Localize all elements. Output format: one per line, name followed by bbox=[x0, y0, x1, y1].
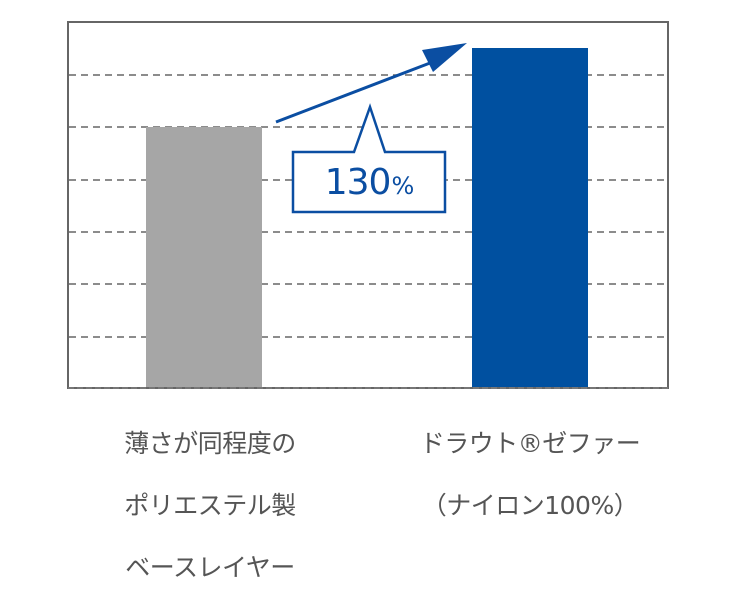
bar-draut-zephyr bbox=[472, 48, 588, 387]
category-label-line: ポリエステル製 bbox=[124, 491, 296, 520]
callout-value: 130% bbox=[293, 152, 445, 212]
category-label-draut-zephyr: ドラウト®ゼファー （ナイロン100%） bbox=[385, 397, 675, 552]
increase-arrow-icon bbox=[275, 43, 467, 124]
callout-unit: % bbox=[391, 172, 414, 200]
category-label-polyester: 薄さが同程度の ポリエステル製 ベースレイヤー bbox=[70, 397, 350, 614]
callout-number: 130 bbox=[324, 161, 392, 203]
bar-polyester-baselayer bbox=[146, 127, 262, 387]
callout-box bbox=[291, 103, 447, 214]
category-label-line: ドラウト®ゼファー bbox=[419, 429, 641, 458]
bar-chart bbox=[67, 21, 669, 389]
category-label-line: （ナイロン100%） bbox=[421, 491, 639, 520]
category-label-line: ベースレイヤー bbox=[125, 553, 295, 582]
category-label-line: 薄さが同程度の bbox=[124, 429, 296, 458]
